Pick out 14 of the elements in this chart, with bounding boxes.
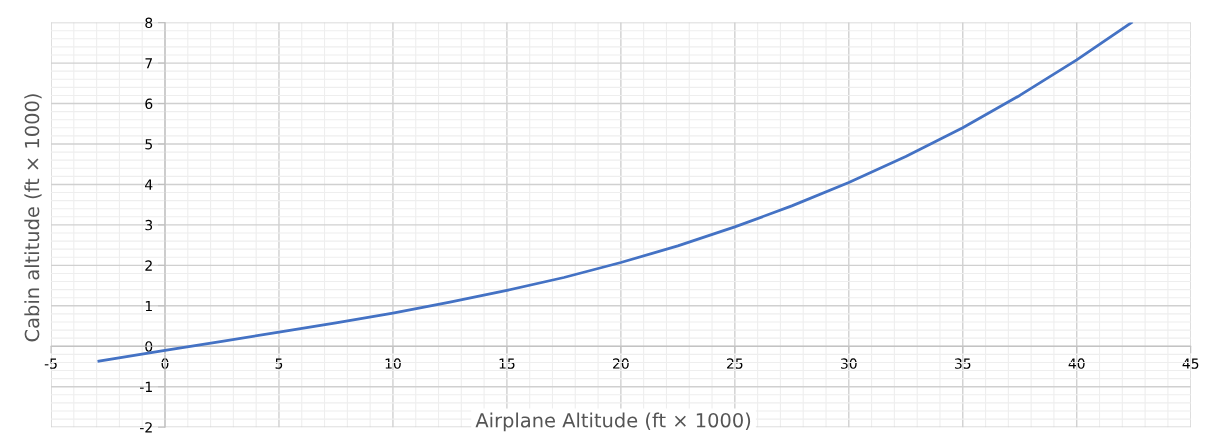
x-axis-title: Airplane Altitude (ft × 1000)	[475, 412, 751, 432]
y-tick-label: 4	[145, 179, 153, 190]
y-tick-label: 6	[145, 98, 153, 109]
y-tick-label: 3	[145, 219, 153, 231]
y-axis-title: Cabin altitude (ft × 1000)	[24, 94, 42, 342]
y-tick-label: 1	[145, 300, 152, 312]
y-tick-label: 5	[145, 139, 152, 150]
y-tick-label: 2	[145, 260, 152, 271]
y-tick-label: -2	[140, 422, 152, 433]
x-tick-label: 45	[1182, 358, 1199, 369]
y-tick-label: -1	[140, 381, 152, 392]
y-tick-label: 7	[145, 58, 152, 69]
y-tick-label: 0	[145, 341, 153, 352]
y-tick-label: 8	[145, 17, 153, 29]
